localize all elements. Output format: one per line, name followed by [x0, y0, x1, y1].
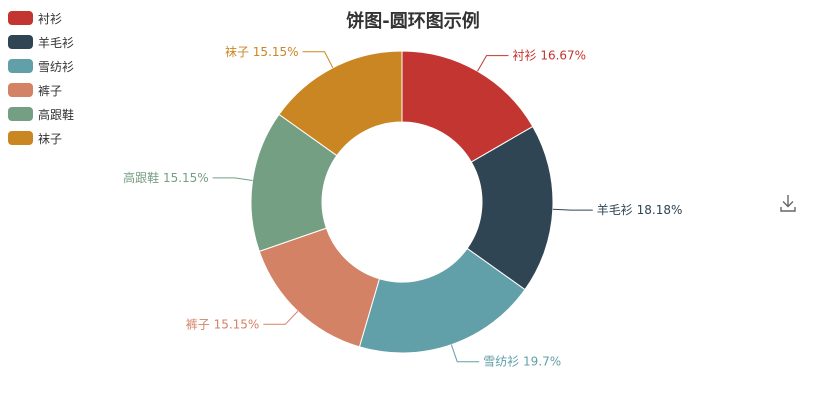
- label-leader-line: [477, 55, 509, 72]
- label-leader-line: [212, 177, 253, 181]
- legend-label: 高跟鞋: [38, 107, 75, 122]
- legend-label: 袜子: [38, 131, 63, 146]
- legend-item[interactable]: 羊毛衫: [8, 30, 74, 54]
- legend-item[interactable]: 高跟鞋: [8, 102, 74, 126]
- slice-label: 雪纺衫 19.7%: [483, 355, 561, 369]
- slice-label: 高跟鞋 15.15%: [123, 170, 209, 185]
- label-leader-line: [552, 208, 593, 211]
- label-leader-line: [302, 51, 334, 69]
- legend-item[interactable]: 袜子: [8, 126, 74, 150]
- legend-label: 裤子: [38, 83, 63, 98]
- legend-item[interactable]: 裤子: [8, 78, 74, 102]
- download-icon[interactable]: [779, 193, 797, 213]
- legend-swatch: [8, 131, 33, 145]
- legend-swatch: [8, 59, 33, 73]
- legend-swatch: [8, 83, 33, 97]
- legend-swatch: [8, 11, 33, 25]
- legend-item[interactable]: 雪纺衫: [8, 54, 74, 78]
- slice-label: 羊毛衫 18.18%: [597, 202, 683, 217]
- pie-slice[interactable]: [278, 50, 403, 157]
- pie-slice[interactable]: [358, 247, 526, 354]
- label-leader-line: [450, 344, 480, 363]
- legend-label: 衬衫: [38, 11, 63, 26]
- pie-slice[interactable]: [258, 227, 381, 348]
- label-leader-line: [263, 310, 299, 325]
- legend: 衬衫 羊毛衫 雪纺衫 裤子 高跟鞋 袜子: [8, 6, 74, 150]
- slice-label: 袜子 15.15%: [225, 45, 299, 59]
- chart-title: 饼图-圆环图示例: [346, 11, 480, 32]
- slice-label: 衬衫 16.67%: [513, 49, 587, 63]
- legend-swatch: [8, 35, 33, 49]
- slice-label: 裤子 15.15%: [186, 317, 260, 331]
- legend-label: 雪纺衫: [38, 59, 75, 74]
- legend-item[interactable]: 衬衫: [8, 6, 74, 30]
- legend-label: 羊毛衫: [38, 35, 75, 50]
- legend-swatch: [8, 107, 33, 121]
